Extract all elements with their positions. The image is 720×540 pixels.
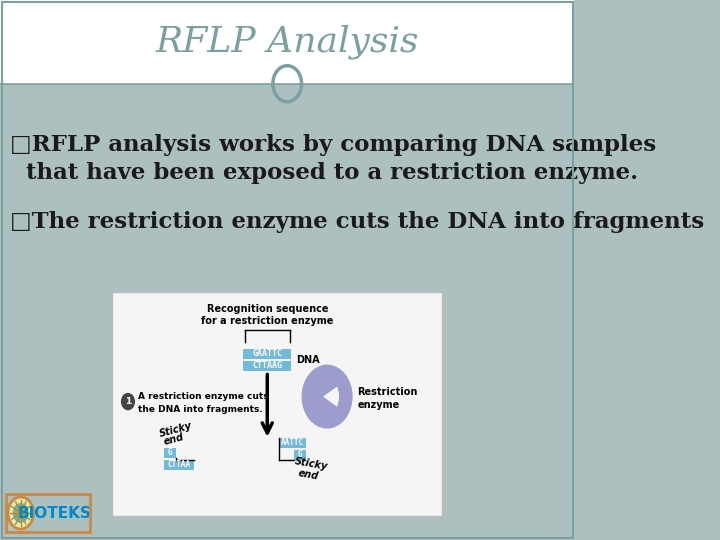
Text: the DNA into fragments.: the DNA into fragments. xyxy=(138,405,262,414)
Text: G: G xyxy=(297,450,302,459)
Text: Restriction: Restriction xyxy=(357,387,418,396)
Circle shape xyxy=(8,497,34,529)
Circle shape xyxy=(122,394,135,410)
Text: CTTAA: CTTAA xyxy=(168,460,191,469)
Text: DNA: DNA xyxy=(296,355,320,365)
Bar xyxy=(279,438,305,448)
Bar xyxy=(243,349,291,359)
Text: CTTAAG: CTTAAG xyxy=(252,361,282,370)
Text: end: end xyxy=(162,432,185,447)
Text: BIOTEKS: BIOTEKS xyxy=(17,505,91,521)
Text: A restriction enzyme cuts: A restriction enzyme cuts xyxy=(138,392,268,401)
Text: G: G xyxy=(168,448,172,457)
Wedge shape xyxy=(323,387,339,407)
Bar xyxy=(294,450,305,460)
Text: □RFLP analysis works by comparing DNA samples: □RFLP analysis works by comparing DNA sa… xyxy=(9,134,656,156)
Text: AATTC: AATTC xyxy=(281,438,304,447)
Bar xyxy=(164,460,194,470)
Text: □The restriction enzyme cuts the DNA into fragments: □The restriction enzyme cuts the DNA int… xyxy=(9,211,704,233)
Text: GAATTC: GAATTC xyxy=(252,349,282,358)
Text: 1: 1 xyxy=(125,397,131,406)
Bar xyxy=(243,361,291,370)
Bar xyxy=(6,494,90,532)
Bar xyxy=(0,0,575,84)
Text: end: end xyxy=(298,468,320,482)
Text: that have been exposed to a restriction enzyme.: that have been exposed to a restriction … xyxy=(9,162,638,184)
Text: Sticky: Sticky xyxy=(294,456,328,471)
Bar xyxy=(112,292,442,516)
Text: enzyme: enzyme xyxy=(357,400,400,410)
Text: RFLP Analysis: RFLP Analysis xyxy=(156,25,419,59)
Text: Recognition sequence: Recognition sequence xyxy=(207,303,328,314)
Text: for a restriction enzyme: for a restriction enzyme xyxy=(201,315,333,326)
Bar xyxy=(164,448,176,458)
Circle shape xyxy=(13,503,29,523)
Circle shape xyxy=(302,364,353,429)
Text: Sticky: Sticky xyxy=(158,421,194,439)
